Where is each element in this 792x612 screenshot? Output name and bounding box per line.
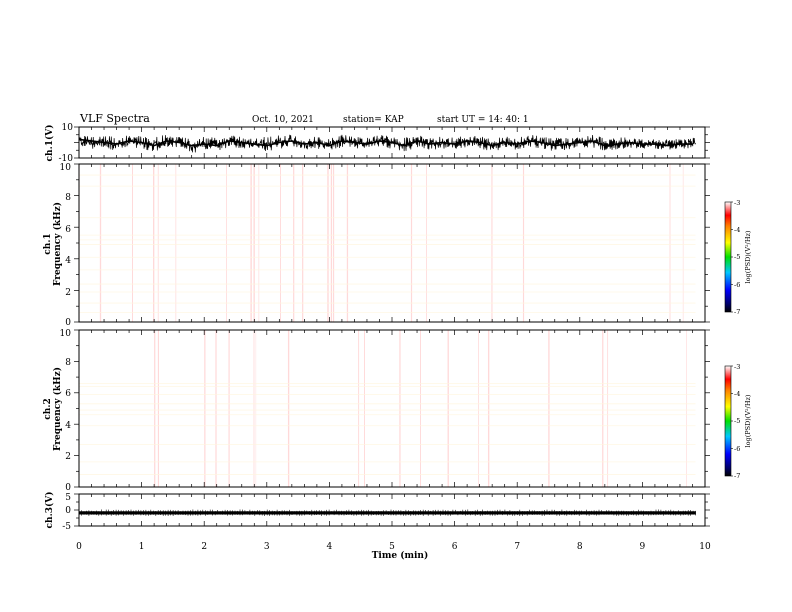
ch1-waveform-panel: 10 -10 ch.1(V)	[44, 123, 710, 164]
ch1-ytick-top: 10	[62, 123, 74, 133]
station-label: station= KAP	[343, 115, 404, 125]
ch1-waveform-ylabel: ch.1(V)	[44, 125, 55, 162]
start-time-label: start UT = 14: 40: 1	[437, 115, 529, 125]
ch1-waveform-trace	[78, 134, 696, 153]
ch1-envelope-trace	[78, 134, 696, 153]
ch1-spectrogram-image	[78, 164, 705, 322]
ch1-ytick-bottom: -10	[59, 154, 74, 164]
ch1-spectrogram-panel: 0 2 4 6 8 10 ch.1 Frequency (kHz)	[43, 163, 710, 328]
ch1-mean-trace	[78, 138, 693, 147]
ch1-waveform-ticks	[74, 126, 710, 159]
figure-title: VLF Spectra	[79, 112, 150, 125]
date-label: Oct. 10, 2021	[252, 115, 314, 125]
